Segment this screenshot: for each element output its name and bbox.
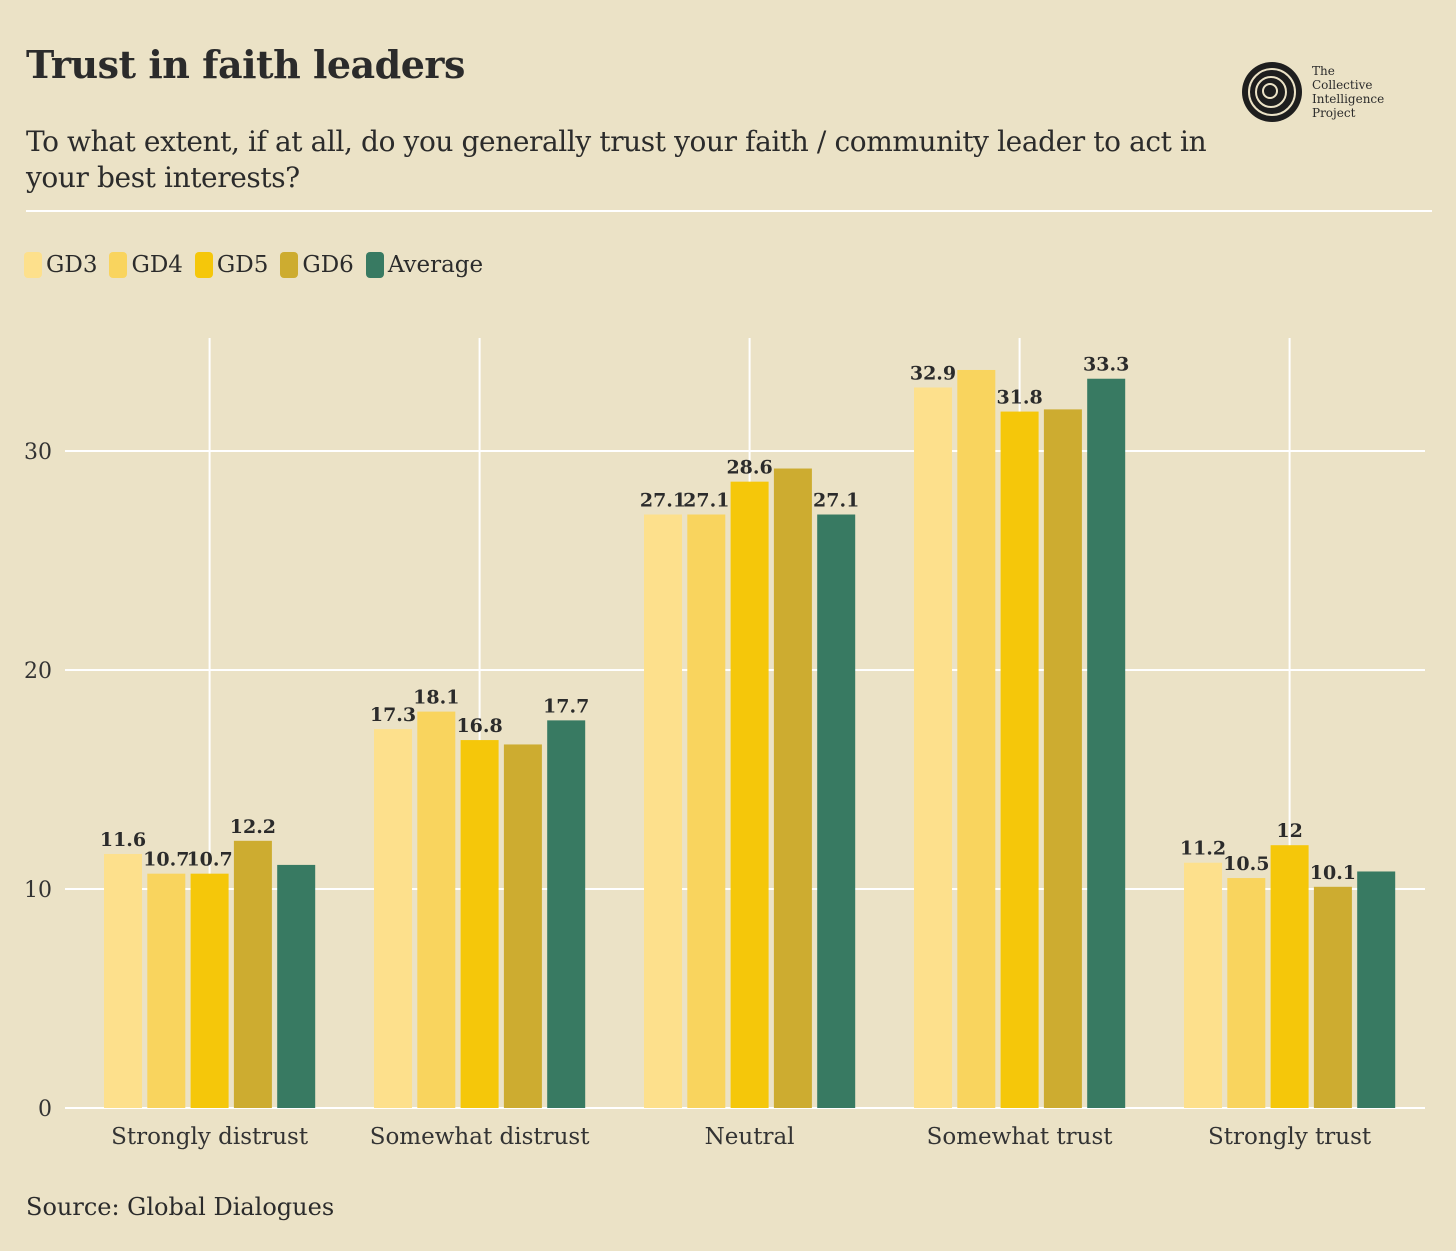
legend-item-gd4: GD4 (109, 252, 183, 278)
data-label: 11.2 (1180, 838, 1226, 860)
bar-gd3 (104, 853, 142, 1108)
legend-swatch (194, 252, 213, 278)
source-note: Source: Global Dialogues (26, 1193, 335, 1221)
data-label: 17.3 (370, 704, 416, 726)
y-tick-label: 30 (24, 440, 52, 465)
data-label: 33.3 (1083, 354, 1129, 376)
logo: The Collective Intelligence Project (1240, 60, 1384, 124)
data-label: 16.8 (456, 715, 502, 737)
bar-gd6 (773, 468, 812, 1108)
data-label: 27.1 (640, 490, 686, 512)
y-tick-label: 10 (24, 878, 52, 903)
bar-gd3 (914, 387, 952, 1108)
bar-average (547, 720, 586, 1108)
data-label: 10.7 (143, 849, 189, 871)
legend-item-average: Average (365, 252, 484, 278)
data-label: 27.1 (683, 490, 729, 512)
bar-average (1357, 871, 1396, 1108)
chart-title: Trust in faith leaders (26, 42, 465, 87)
legend-swatch (365, 252, 384, 278)
legend-label: GD6 (302, 252, 354, 278)
logo-text-line: The (1312, 64, 1335, 78)
x-tick-label: Strongly distrust (111, 1124, 309, 1150)
bar-gd5 (460, 740, 499, 1108)
bar-average (1087, 378, 1126, 1109)
bar-gd5 (190, 873, 229, 1108)
x-tick-label: Somewhat trust (927, 1124, 1114, 1150)
bar-gd4 (687, 514, 726, 1108)
legend-swatch (280, 252, 299, 278)
bar-gd4 (417, 711, 456, 1108)
logo-text-line: Intelligence (1312, 92, 1385, 106)
data-label: 17.7 (543, 695, 589, 717)
data-label: 12 (1276, 820, 1302, 842)
bar-gd5 (1270, 845, 1309, 1108)
legend-label: GD4 (131, 252, 183, 278)
legend-label: Average (387, 252, 484, 278)
bar-gd3 (1184, 862, 1222, 1108)
bar-gd4 (147, 873, 186, 1108)
bar-gd6 (233, 840, 272, 1108)
bar-average (277, 864, 316, 1108)
bar-gd6 (1043, 409, 1082, 1108)
legend-label: GD3 (46, 252, 98, 278)
legend-item-gd6: GD6 (280, 252, 354, 278)
y-tick-label: 0 (38, 1097, 52, 1122)
legend-item-gd5: GD5 (194, 252, 269, 278)
data-label: 10.1 (1310, 862, 1356, 884)
logo-rings-icon (1242, 62, 1302, 122)
bar-gd3 (374, 729, 412, 1108)
data-label: 32.9 (910, 362, 956, 384)
logo-text-line: Project (1312, 106, 1356, 120)
bar-gd5 (730, 481, 769, 1108)
data-label: 12.2 (230, 816, 276, 838)
data-label: 27.1 (813, 490, 859, 512)
data-label: 31.8 (996, 387, 1042, 409)
x-tick-label: Strongly trust (1208, 1124, 1372, 1150)
data-label: 28.6 (726, 457, 772, 479)
y-tick-label: 20 (24, 659, 52, 684)
legend-swatch (109, 252, 128, 278)
legend-swatch (24, 252, 42, 278)
bar-gd5 (1000, 411, 1039, 1109)
divider (26, 210, 1432, 212)
bar-gd4 (1227, 878, 1266, 1108)
chart-subtitle: To what extent, if at all, do you genera… (26, 125, 1207, 194)
data-label: 10.5 (1223, 853, 1269, 875)
legend-label: GD5 (216, 252, 269, 278)
logo-text-line: Collective (1312, 78, 1373, 92)
bar-gd6 (1313, 886, 1352, 1108)
data-label: 10.7 (186, 849, 232, 871)
legend-item-gd3: GD3 (24, 252, 97, 278)
bar-average (817, 514, 856, 1108)
data-label: 18.1 (413, 687, 459, 709)
x-tick-label: Somewhat distrust (370, 1124, 591, 1150)
bar-gd3 (644, 514, 682, 1108)
data-label: 11.6 (100, 829, 146, 851)
x-tick-label: Neutral (705, 1124, 795, 1150)
bar-gd6 (503, 744, 542, 1108)
bar-gd4 (957, 369, 996, 1109)
legend: GD3 GD4 GD5 GD6 Average (24, 252, 487, 278)
